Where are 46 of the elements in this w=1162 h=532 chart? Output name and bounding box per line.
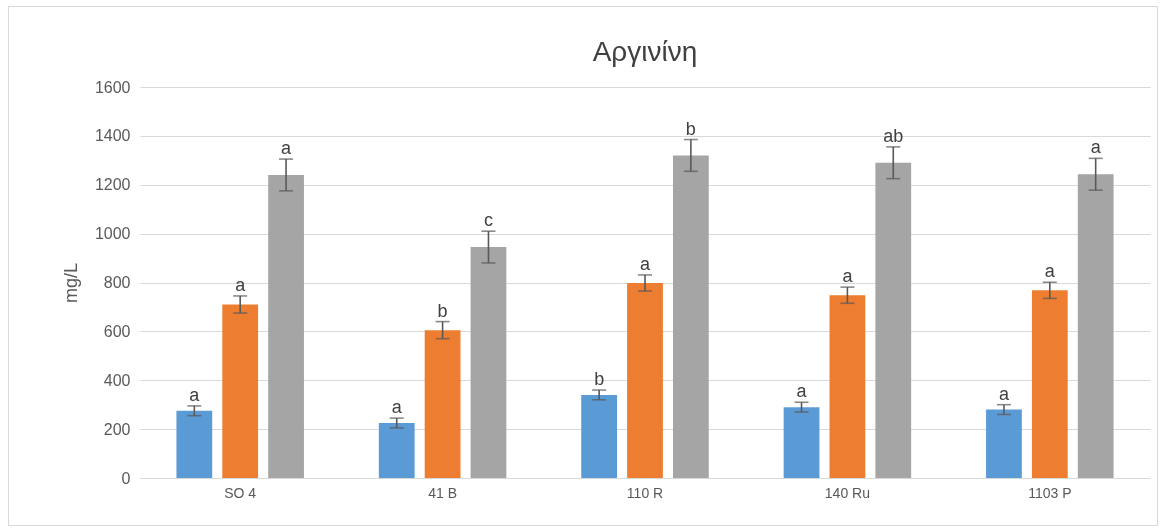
data-label: a xyxy=(189,384,201,405)
bar xyxy=(986,409,1022,478)
bar xyxy=(424,330,461,478)
bar xyxy=(378,423,415,478)
x-tick-label: 1103 P xyxy=(1028,484,1072,501)
bar xyxy=(627,282,663,478)
data-label: a xyxy=(998,383,1010,404)
bar xyxy=(875,162,912,478)
y-tick-label: 1200 xyxy=(94,176,131,194)
data-label: a xyxy=(1044,261,1056,282)
chart-title: Αργινίνη xyxy=(592,36,698,67)
y-tick-label: 1600 xyxy=(94,78,131,96)
bar xyxy=(581,394,618,478)
bar xyxy=(222,304,259,478)
data-label: b xyxy=(437,300,448,321)
data-label: b xyxy=(594,369,605,390)
data-label: a xyxy=(391,397,403,418)
y-tick-label: 800 xyxy=(103,274,131,291)
bar xyxy=(470,247,507,478)
data-label: a xyxy=(796,381,808,402)
y-tick-label: 400 xyxy=(103,371,131,389)
y-tick-label: 200 xyxy=(103,420,131,438)
x-tick-label: 110 R xyxy=(626,484,664,501)
x-tick-label: SO 4 xyxy=(224,484,257,501)
bar xyxy=(672,155,709,478)
y-tick-label: 0 xyxy=(121,469,131,487)
bar xyxy=(268,174,304,478)
y-tick-label: 1000 xyxy=(94,225,131,243)
bar xyxy=(1077,174,1114,478)
y-axis-title: mg/L xyxy=(60,262,81,304)
y-tick-label: 1400 xyxy=(94,127,131,145)
bar xyxy=(176,410,213,478)
data-label: b xyxy=(685,118,696,139)
data-label: c xyxy=(483,210,493,231)
x-tick-label: 41 B xyxy=(428,484,457,501)
x-tick-label: 140 Ru xyxy=(824,484,870,501)
y-tick-label: 600 xyxy=(103,322,131,340)
data-label: a xyxy=(639,253,651,274)
data-label: a xyxy=(1090,137,1102,158)
data-label: a xyxy=(235,274,247,295)
data-label: a xyxy=(281,138,293,159)
data-label: a xyxy=(842,266,854,287)
bar xyxy=(783,407,820,478)
bar xyxy=(1031,290,1068,478)
bar xyxy=(829,295,866,478)
data-label: ab xyxy=(883,125,904,146)
